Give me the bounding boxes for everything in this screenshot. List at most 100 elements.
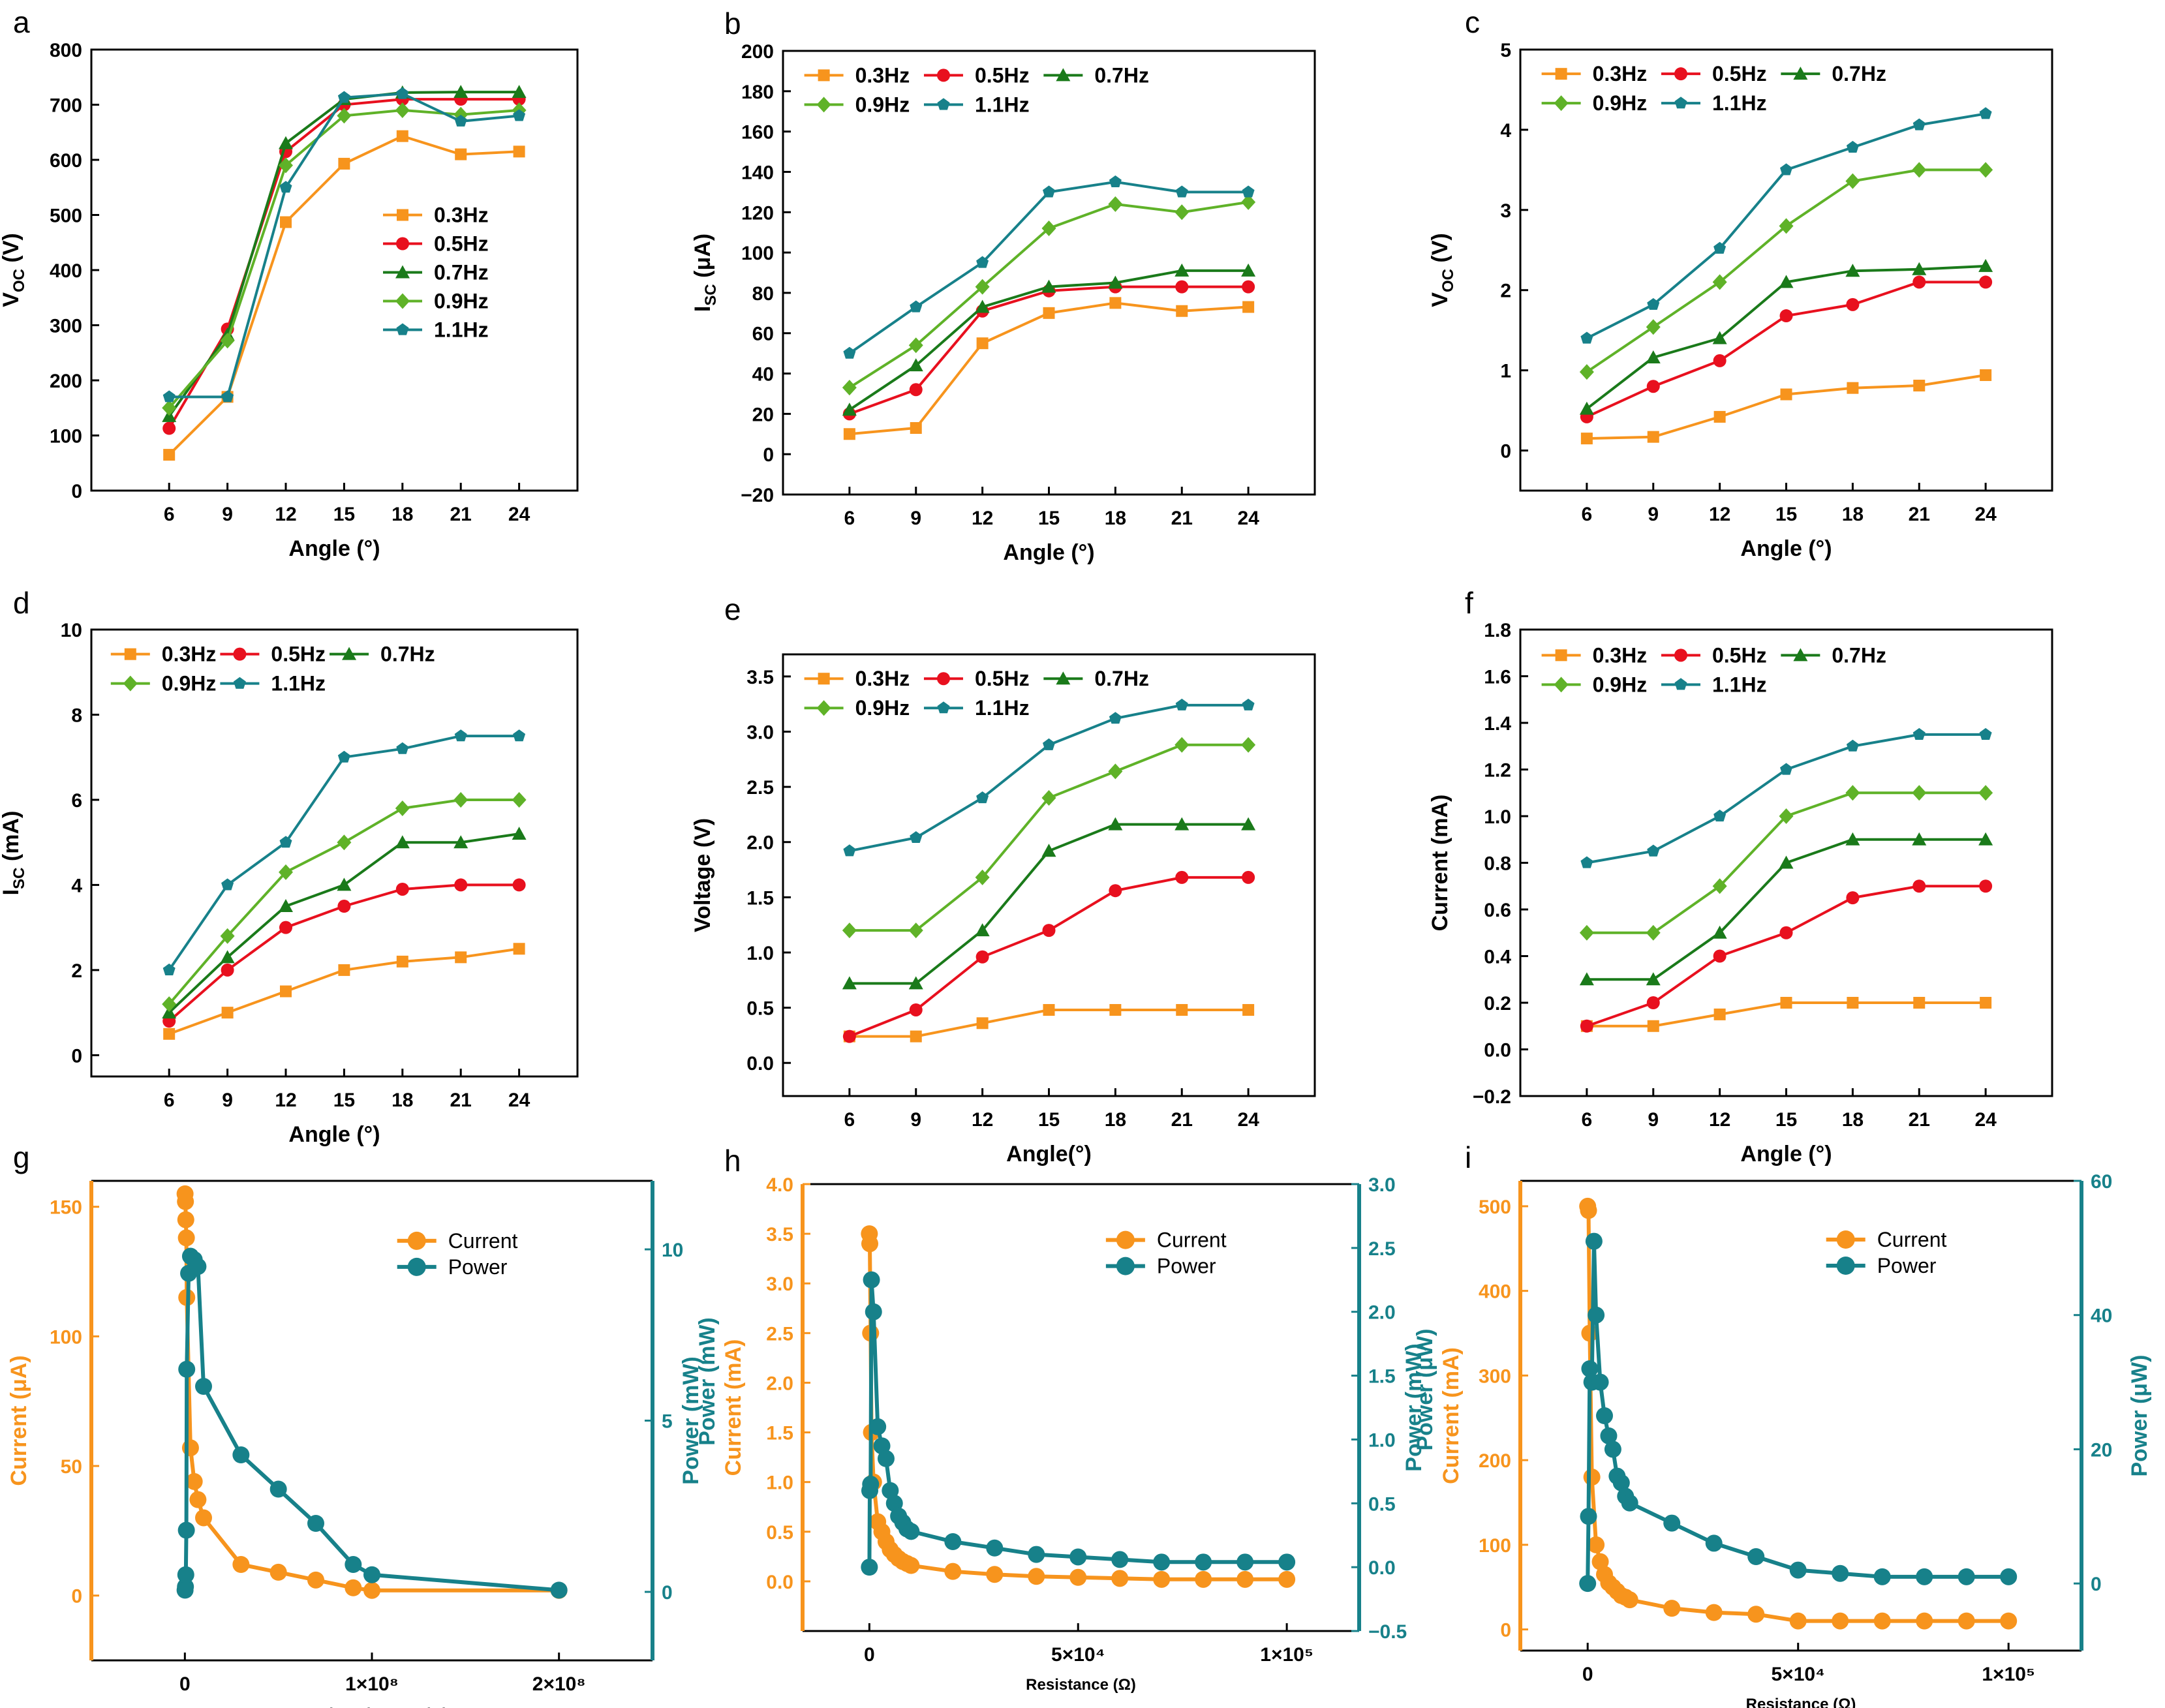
y-tick-label: −20: [741, 485, 774, 506]
data-point-0.5Hz: [279, 921, 292, 934]
data-point-0.5Hz: [1912, 275, 1926, 289]
data-point-0.3Hz: [1043, 1003, 1055, 1016]
y-tick-label: 5: [1500, 40, 1511, 61]
legend-label-power: Power: [1157, 1255, 1216, 1278]
y-axis-label-main: V: [0, 292, 23, 307]
data-point-power: [861, 1559, 878, 1576]
left-tick-label: 0.0: [766, 1572, 793, 1593]
data-point-1.1Hz: [396, 742, 409, 754]
data-point-current: [195, 1509, 212, 1527]
data-point-power: [177, 1566, 194, 1583]
chart-g: g 0 1×10⁸ 2×10⁸ 0 50 100 150 0 5 10 Load Resistance…: [7, 1140, 703, 1708]
series-line-1.1Hz: [1586, 733, 1986, 864]
x-tick-label: 15: [1775, 504, 1797, 525]
data-point-0.9Hz: [337, 108, 352, 124]
panel-letter: c: [1465, 5, 1480, 39]
data-point-power: [873, 1437, 891, 1455]
x-tick-label: 6: [844, 508, 855, 529]
y-tick-label: 0: [71, 1045, 82, 1067]
data-point-1.1Hz: [221, 878, 234, 891]
x-tick-label: 12: [972, 508, 993, 529]
data-point-0.5Hz: [337, 900, 351, 913]
y-tick-label: 3: [1500, 200, 1511, 222]
x-tick-label: 18: [392, 504, 413, 525]
data-point-power: [986, 1539, 1004, 1557]
x-tick-label: 18: [1105, 508, 1126, 529]
data-point-current: [177, 1193, 194, 1210]
legend-marker-current: [407, 1231, 426, 1250]
x-tick-label: 15: [333, 504, 355, 525]
x-tick-label: 24: [1974, 1109, 1997, 1131]
y-tick-label: 0: [763, 444, 774, 466]
data-point-1.1Hz: [1242, 698, 1255, 710]
data-point-0.5Hz: [1242, 280, 1255, 294]
data-point-power: [1747, 1548, 1765, 1565]
data-point-power: [1604, 1441, 1621, 1458]
left-tick-label: 3.5: [766, 1224, 793, 1245]
x-tick-label: 21: [1171, 1109, 1193, 1131]
data-point-1.1Hz: [337, 91, 350, 103]
chart-e: e 6 9 12 15 18 21 24 0.0 0.5 1.0 1.5 2.0 2.5 3.0 3.5 Ang…: [690, 592, 1316, 1167]
data-point-0.3Hz: [221, 1007, 234, 1019]
x-tick-label: 15: [1775, 1109, 1797, 1131]
data-point-1.1Hz: [1713, 241, 1727, 254]
legend-label-1.1Hz: 1.1Hz: [434, 318, 489, 342]
data-point-0.3Hz: [396, 130, 408, 142]
data-point-1.1Hz: [513, 109, 526, 121]
data-point-0.7Hz: [279, 136, 293, 149]
panel-letter: i: [1465, 1140, 1471, 1174]
left-power-axis-label: Power (mW): [695, 1317, 720, 1445]
y-axis-label-main: Voltage (V): [690, 818, 715, 932]
data-point-0.7Hz: [1579, 972, 1594, 986]
legend-marker-0.3Hz: [397, 209, 408, 221]
y-tick-label: 0.8: [1484, 853, 1511, 875]
data-point-0.3Hz: [1647, 1020, 1659, 1032]
right-tick-label: 10: [662, 1240, 683, 1261]
data-point-0.9Hz: [162, 400, 177, 416]
x-tick-label: 12: [1709, 504, 1730, 525]
y-axis-label: VOC (V): [0, 233, 28, 307]
legend-label-0.7Hz: 0.7Hz: [1094, 667, 1149, 690]
data-point-0.7Hz: [1579, 401, 1594, 415]
y-tick-label: 140: [741, 162, 774, 183]
data-point-0.7Hz: [842, 403, 857, 416]
left-tick-label: 0: [1500, 1620, 1511, 1641]
data-point-power: [944, 1533, 962, 1550]
x-tick-label: 15: [1038, 508, 1060, 529]
data-point-1.1Hz: [1580, 856, 1593, 868]
legend-label-0.7Hz: 0.7Hz: [1832, 62, 1886, 85]
legend-label-0.9Hz: 0.9Hz: [434, 290, 489, 313]
data-point-power: [232, 1446, 250, 1463]
data-point-0.9Hz: [1978, 785, 1993, 801]
x-axis-label: Angle (°): [1740, 536, 1832, 561]
data-point-0.5Hz: [1042, 924, 1056, 938]
data-point-power: [1621, 1494, 1638, 1512]
right-tick-label: 40: [2091, 1305, 2112, 1327]
series-line-1.1Hz: [849, 703, 1249, 853]
y-tick-label: 200: [741, 41, 774, 63]
data-point-1.1Hz: [1647, 297, 1660, 310]
data-point-0.5Hz: [1779, 309, 1793, 323]
data-point-current: [185, 1472, 203, 1490]
data-point-0.9Hz: [1712, 274, 1727, 290]
x-tick-label: 0: [179, 1673, 191, 1695]
data-point-current: [1663, 1600, 1681, 1617]
x-tick-label: 0: [1582, 1664, 1593, 1685]
series-line-power: [867, 1279, 1287, 1568]
left-tick-label: 0: [71, 1586, 82, 1608]
data-point-power: [177, 1578, 194, 1596]
y-tick-label: 2.0: [746, 832, 774, 854]
data-point-0.3Hz: [455, 148, 467, 160]
x-tick-label: 0: [864, 1644, 875, 1666]
right-tick-label: −0.5: [1368, 1621, 1407, 1643]
right-tick-label: 0.0: [1368, 1557, 1396, 1579]
plot-frame: [782, 50, 1316, 496]
y-tick-label: 200: [50, 371, 82, 392]
data-point-0.7Hz: [1646, 972, 1661, 986]
data-point-0.7Hz: [1241, 263, 1256, 277]
data-point-current: [269, 1563, 287, 1581]
y-tick-label: 0: [71, 481, 82, 502]
legend-label-0.5Hz: 0.5Hz: [975, 667, 1030, 690]
legend-label-0.9Hz: 0.9Hz: [162, 672, 217, 695]
